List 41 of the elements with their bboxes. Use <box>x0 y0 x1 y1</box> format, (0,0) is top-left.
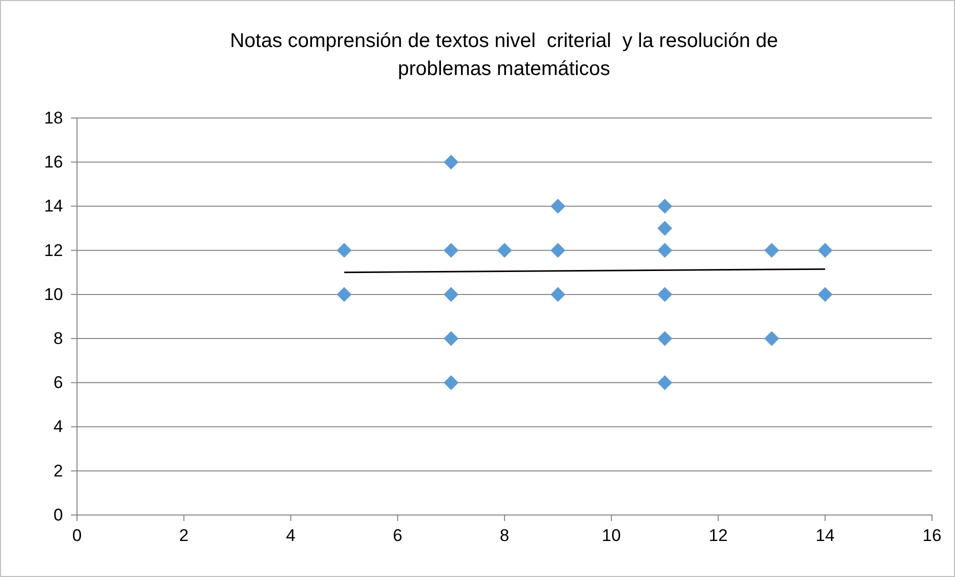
y-tick-label: 12 <box>44 240 63 260</box>
x-tick-label: 2 <box>179 526 189 546</box>
point <box>550 198 566 214</box>
point <box>336 287 352 302</box>
x-tick-label: 4 <box>286 526 296 546</box>
y-tick-label: 2 <box>54 461 63 480</box>
y-tick-label: 10 <box>44 284 63 304</box>
point <box>336 242 352 258</box>
y-tick-label: 18 <box>44 108 63 128</box>
point <box>444 287 458 302</box>
y-tick-label: 4 <box>54 417 63 436</box>
point <box>550 287 566 302</box>
point <box>764 331 780 346</box>
x-tick-label: 6 <box>392 526 402 546</box>
point <box>764 242 780 258</box>
y-tick-label: 0 <box>54 505 63 524</box>
x-tick-label: 10 <box>602 526 621 546</box>
point <box>657 198 672 214</box>
point <box>550 242 566 258</box>
x-tick-label: 8 <box>500 526 510 546</box>
x-tick-label: 16 <box>922 526 942 546</box>
point <box>657 331 672 346</box>
point <box>444 154 458 170</box>
chart-title: Notas comprensión de textos nivel criterial y la resolución de problemas matemáticos <box>230 30 778 80</box>
point <box>444 375 458 390</box>
y-tick-label: 6 <box>54 373 63 392</box>
point <box>657 220 672 236</box>
point <box>818 287 833 302</box>
x-tick-label: 14 <box>816 526 835 546</box>
y-tick-label: 14 <box>44 196 63 216</box>
point <box>657 287 672 302</box>
point <box>444 331 458 346</box>
point <box>657 375 672 390</box>
x-tick-label: 0 <box>72 526 82 546</box>
x-tick-label: 12 <box>708 526 728 546</box>
point <box>444 242 458 258</box>
point <box>497 242 512 258</box>
point <box>818 242 833 258</box>
y-tick-label: 16 <box>44 152 63 172</box>
point <box>657 242 672 258</box>
y-tick-label: 8 <box>54 328 63 348</box>
